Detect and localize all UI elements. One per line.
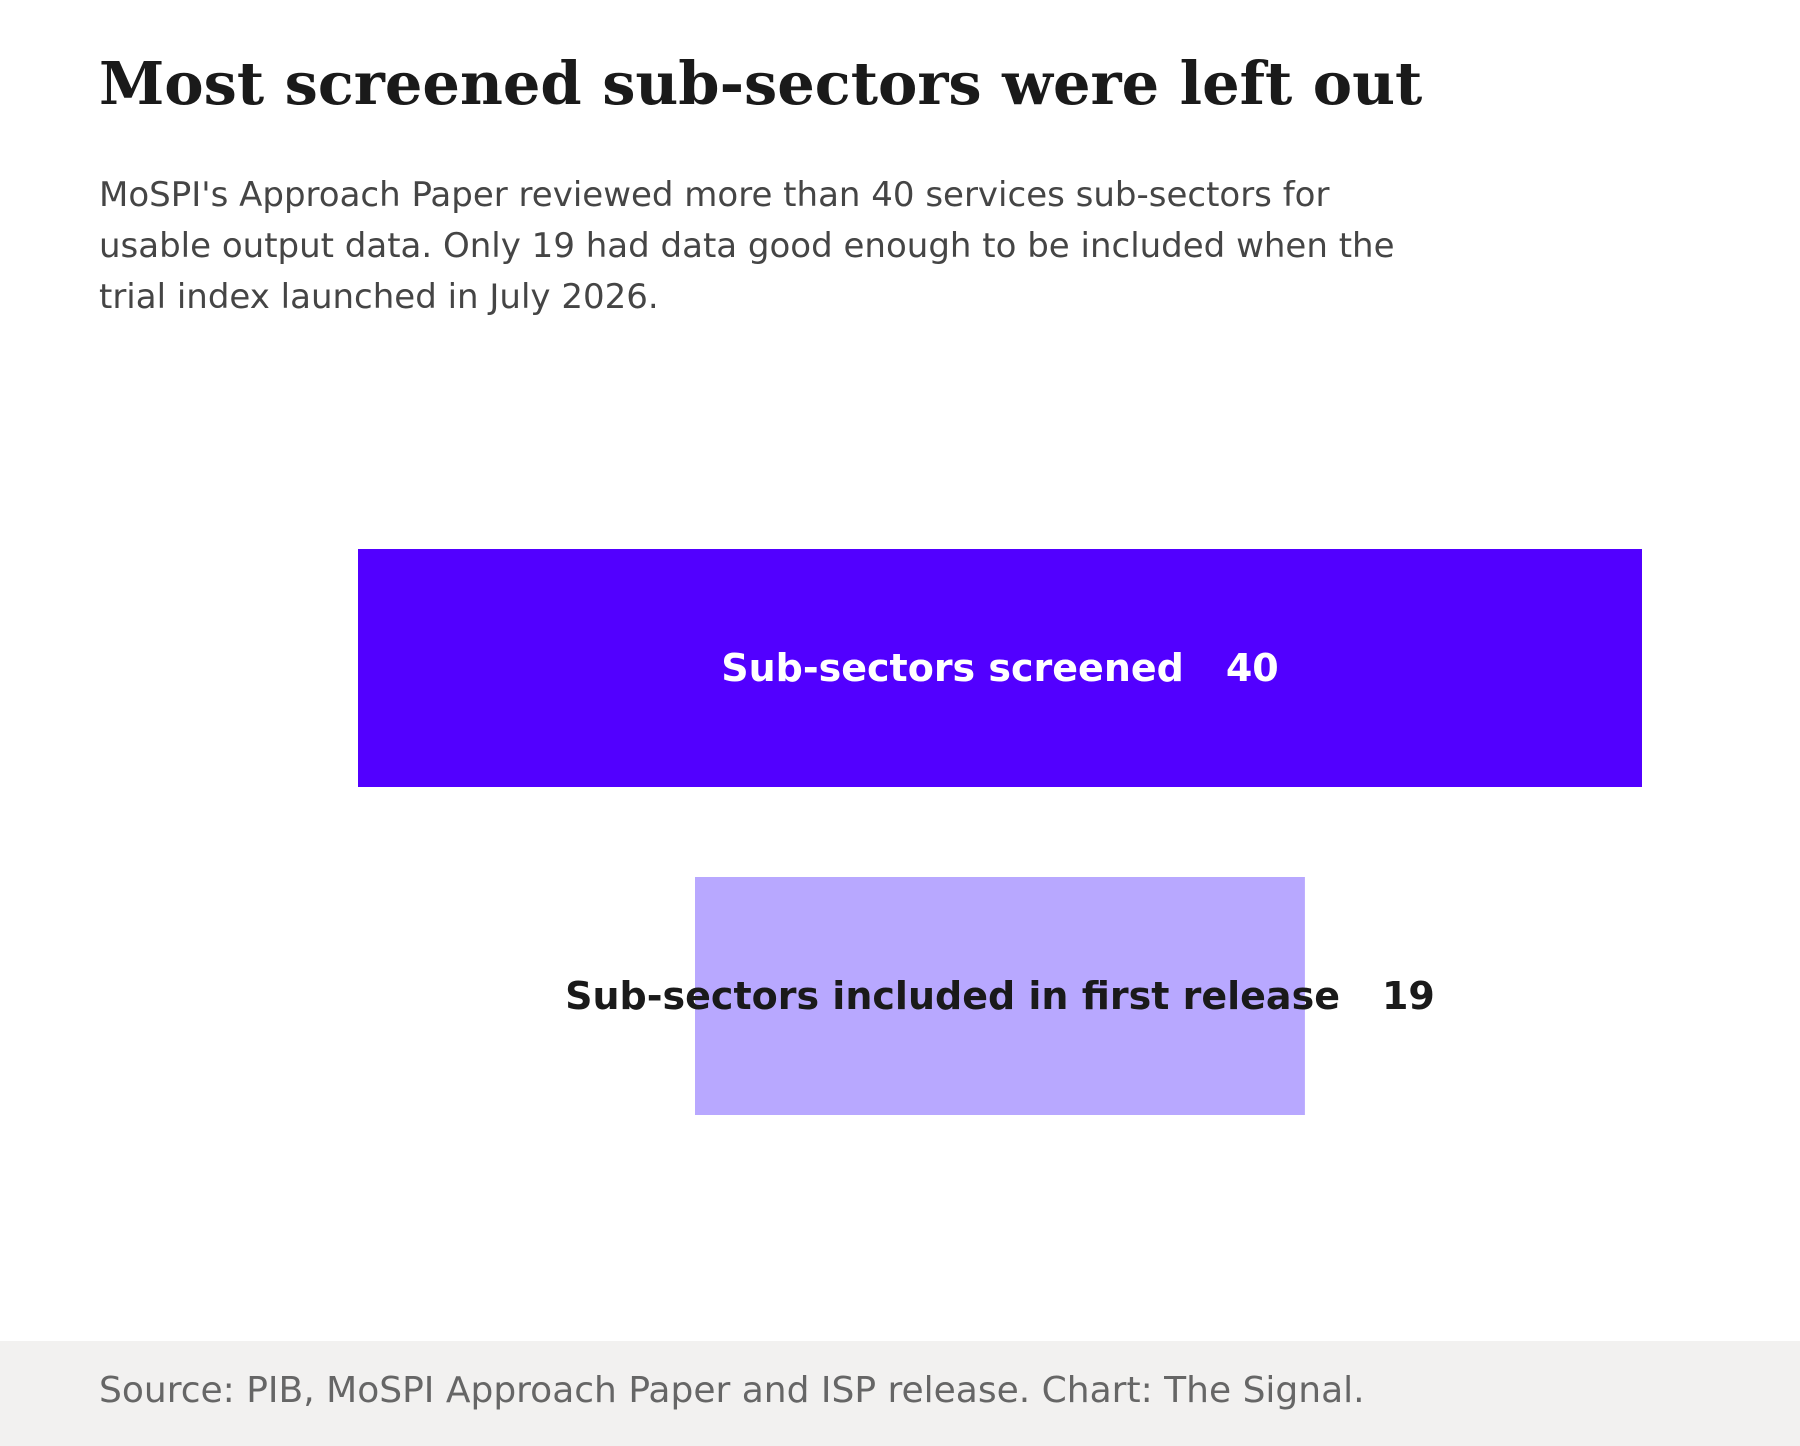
footer-bar [0, 1341, 1800, 1446]
bar-label-screened: Sub-sectors screened 40 [721, 646, 1279, 690]
bar-label-included: Sub-sectors included in first release 19 [565, 974, 1435, 1018]
category-label: Sub-sectors included in first release [565, 974, 1340, 1018]
bar-included [695, 877, 1305, 1115]
bar-chart: Sub-sectors screened 40 Sub-sectors includ… [358, 549, 1642, 1115]
bar-screened [358, 549, 1642, 787]
value-label: 40 [1226, 646, 1279, 690]
source-note: Source: PIB, MoSPI Approach Paper and IS… [99, 1370, 1365, 1411]
chart-title: Most screened sub-sectors were left out [99, 49, 1423, 118]
chart-subtitle: MoSPI's Approach Paper reviewed more tha… [99, 175, 1395, 317]
category-label: Sub-sectors screened [721, 646, 1184, 690]
value-label: 19 [1382, 974, 1435, 1018]
